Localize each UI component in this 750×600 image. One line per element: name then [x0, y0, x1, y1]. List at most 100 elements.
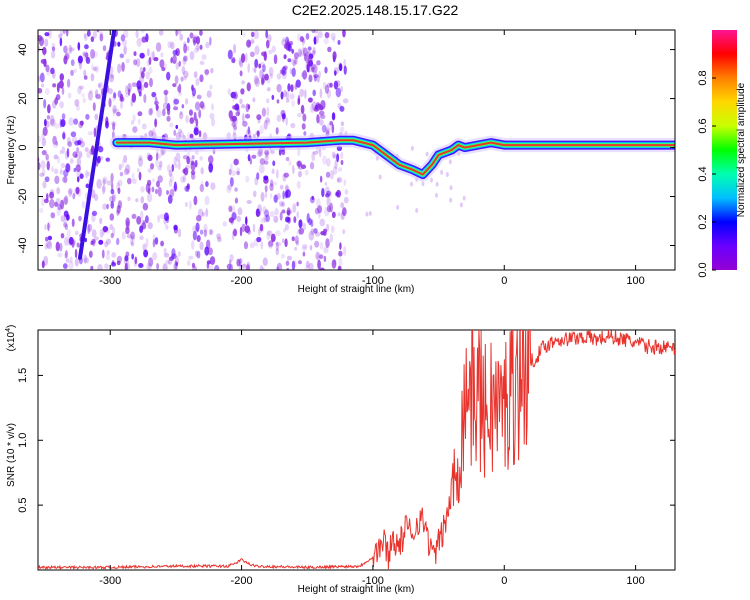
- spectrogram-noise-point: [205, 208, 209, 218]
- spectrogram-noise-point: [187, 132, 191, 140]
- spectrogram-noise-point: [151, 186, 155, 193]
- spectrogram-noise-point: [318, 254, 324, 259]
- spectrogram-noise-point: [179, 176, 185, 184]
- spectrogram-noise-point: [236, 258, 241, 267]
- spectrogram-noise-point: [188, 200, 192, 210]
- spectrogram-noise-point: [152, 238, 156, 248]
- spectrogram-noise-point: [193, 111, 197, 121]
- spectrogram-noise-point: [83, 69, 87, 77]
- spectrogram-noise-point: [175, 261, 178, 267]
- spectrogram-noise-point: [313, 36, 317, 45]
- spectrogram-noise-point: [90, 73, 95, 82]
- spectrogram-noise-point: [291, 100, 295, 108]
- spectrogram-noise-point: [110, 74, 115, 79]
- spectrogram-noise-point: [294, 235, 299, 245]
- spectrogram-noise-point: [231, 170, 237, 176]
- spectrogram-x-tick-label: -200: [231, 275, 253, 287]
- spectrogram-noise-point: [66, 78, 71, 88]
- spectrogram-noise-point: [51, 71, 56, 79]
- spectrogram-noise-point: [288, 160, 292, 166]
- spectrogram-noise-point: [174, 163, 178, 169]
- spectrogram-noise-point: [116, 209, 120, 216]
- spectrogram-noise-point: [269, 73, 274, 80]
- snr-multiplier-close: ): [6, 325, 17, 328]
- spectrogram-noise-point: [248, 41, 252, 46]
- spectrogram-noise-point: [275, 169, 279, 179]
- spectrogram-noise-point: [47, 30, 52, 39]
- spectrogram-noise-point: [43, 98, 47, 109]
- spectrogram-noise-point: [97, 146, 104, 153]
- spectrogram-noise-point: [59, 169, 65, 176]
- spectrogram-noise-point: [259, 223, 264, 232]
- spectrogram-noise-point: [138, 171, 142, 181]
- spectrogram-noise-point: [285, 98, 290, 104]
- spectrogram-noise-point: [271, 168, 275, 175]
- spectrogram-noise-point: [182, 175, 187, 183]
- spectrogram-noise-point: [76, 242, 80, 248]
- spectrogram-noise-point: [134, 256, 138, 265]
- spectrogram-noise-point: [429, 177, 433, 183]
- spectrogram-noise-point: [163, 247, 167, 255]
- spectrogram-noise-point: [329, 170, 335, 180]
- spectrogram-noise-point: [245, 216, 248, 226]
- spectrogram-noise-point: [268, 240, 274, 247]
- spectrogram-noise-point: [233, 158, 239, 166]
- spectrogram-noise-point: [92, 66, 97, 72]
- spectrogram-streak: [78, 30, 117, 260]
- spectrogram-noise-point: [279, 211, 283, 221]
- spectrogram-noise-point: [164, 94, 168, 104]
- spectrogram-noise-point: [234, 197, 238, 204]
- spectrogram-noise-point: [168, 178, 173, 188]
- spectrogram-noise-point: [152, 128, 156, 133]
- spectrogram-noise-point: [45, 153, 49, 161]
- spectrogram-noise-point: [186, 155, 190, 165]
- spectrogram-noise-point: [301, 37, 306, 44]
- spectrogram-noise-point: [47, 222, 50, 232]
- spectrogram-noise-point: [39, 207, 44, 214]
- spectrogram-noise-point: [205, 41, 210, 49]
- spectrogram-noise-point: [317, 205, 323, 214]
- spectrogram-noise-point: [131, 235, 136, 242]
- spectrogram-noise-point: [254, 58, 259, 68]
- spectrogram-noise-point: [118, 163, 122, 171]
- spectrogram-noise-point: [102, 185, 106, 195]
- spectrogram-noise-point: [264, 185, 268, 192]
- spectrogram-noise-point: [153, 56, 159, 62]
- spectrogram-noise-point: [70, 131, 77, 138]
- spectrogram-noise-point: [262, 206, 267, 215]
- spectrogram-noise-point: [246, 82, 251, 92]
- spectrogram-noise-point: [147, 48, 150, 57]
- snr-multiplier-prefix: (x10: [6, 331, 17, 351]
- spectrogram-noise-point: [71, 136, 78, 144]
- spectrogram-noise-point: [130, 98, 134, 107]
- spectrogram-noise-point: [338, 250, 343, 257]
- spectrogram-noise-point: [332, 153, 338, 159]
- spectrogram-noise-point: [336, 153, 340, 163]
- spectrogram-noise-point: [54, 201, 58, 207]
- spectrogram-noise-point: [85, 56, 91, 65]
- spectrogram-noise-point: [304, 169, 309, 176]
- spectrogram-noise-point: [84, 52, 89, 58]
- spectrogram-noise-point: [257, 228, 261, 237]
- spectrogram-noise-point: [292, 164, 295, 175]
- spectrogram-noise-point: [332, 51, 337, 61]
- spectrogram-noise-point: [332, 166, 338, 175]
- spectrogram-noise-point: [217, 236, 222, 243]
- spectrogram-noise-point: [98, 239, 104, 245]
- spectrogram-noise-point: [242, 32, 246, 37]
- spectrogram-noise-point: [318, 70, 322, 78]
- spectrogram-noise-point: [195, 118, 199, 127]
- spectrogram-noise-point: [143, 249, 149, 258]
- svg-text:(x104): (x104): [5, 325, 17, 352]
- spectrogram-noise-point: [116, 260, 121, 266]
- spectrogram-noise-point: [135, 30, 139, 39]
- spectrogram-noise-point: [43, 118, 47, 127]
- spectrogram-noise-point: [319, 175, 323, 183]
- spectrogram-noise-point: [211, 117, 216, 127]
- spectrogram-noise-point: [204, 69, 210, 75]
- spectrogram-noise-point: [67, 141, 73, 148]
- spectrogram-noise-point: [315, 251, 320, 260]
- spectrogram-noise-point: [106, 158, 111, 163]
- page-title: C2E2.2025.148.15.17.G22: [291, 2, 459, 18]
- spectrogram-noise-point: [189, 133, 194, 139]
